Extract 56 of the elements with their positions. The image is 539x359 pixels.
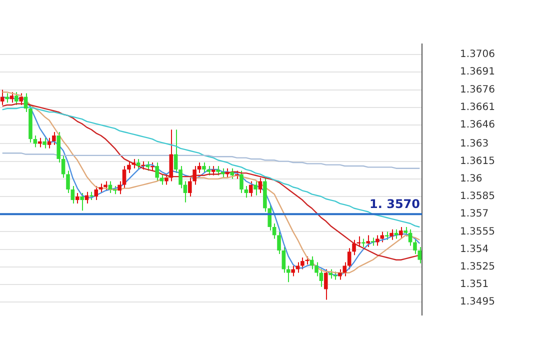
y-tick-label: 1.363 (460, 138, 489, 150)
candlestick (240, 170, 244, 194)
candlestick (324, 268, 328, 300)
candlestick (258, 177, 262, 194)
candlestick (132, 158, 136, 169)
y-tick-label: 1.3615 (460, 156, 496, 167)
candlestick (300, 257, 304, 270)
candlestick (80, 192, 84, 212)
candlestick (52, 131, 56, 146)
candlestick (164, 174, 168, 186)
candlestick (254, 180, 258, 196)
candlestick (413, 238, 417, 254)
candlestick (352, 239, 356, 256)
candlestick (418, 246, 422, 264)
candlestick (408, 228, 412, 246)
y-tick-label: 1.3585 (460, 191, 496, 202)
candlestick (94, 185, 98, 201)
candlestick (291, 265, 295, 277)
candlestick (155, 162, 159, 182)
y-tick-label: 1.3646 (460, 120, 496, 131)
y-tick-label: 1.351 (460, 279, 489, 290)
candlestick (230, 168, 234, 180)
candlestick (244, 185, 248, 198)
ref-line-label: 1. 3570 (370, 197, 420, 212)
y-tick-label: 1.36 (460, 174, 482, 185)
y-tick-label: 1.3495 (460, 296, 496, 308)
y-tick-label: 1.3525 (460, 261, 496, 272)
candlestick (160, 174, 164, 186)
candlestick (14, 92, 18, 106)
y-tick-label: 1.354 (460, 244, 489, 255)
candlestick (202, 162, 206, 174)
candlestick (47, 137, 52, 149)
y-tick-label: 1.3706 (460, 49, 496, 60)
candlestick (10, 92, 14, 104)
candlestick (390, 228, 394, 240)
candlestick (70, 185, 75, 204)
candlestick (248, 180, 253, 198)
candlestick (399, 226, 403, 240)
candlestick (66, 170, 70, 194)
candlestick (376, 234, 380, 246)
candlestick (169, 129, 174, 182)
y-tick-label: 1.3691 (460, 66, 496, 78)
candlestick (75, 192, 80, 204)
y-tick-label: 1.3676 (460, 84, 496, 96)
candlestick (216, 166, 220, 176)
candlestick (206, 166, 211, 176)
candlestick (380, 231, 384, 243)
y-tick-label: 1.3555 (460, 226, 496, 238)
candlestick (366, 234, 370, 248)
candlestick (211, 166, 216, 176)
y-tick-label: 1.357 (460, 208, 489, 220)
candlestick (42, 137, 46, 149)
candlestick (277, 231, 281, 254)
candlestick (136, 158, 140, 170)
y-tick-label: 1.3661 (460, 102, 496, 113)
candlestick (19, 92, 23, 106)
